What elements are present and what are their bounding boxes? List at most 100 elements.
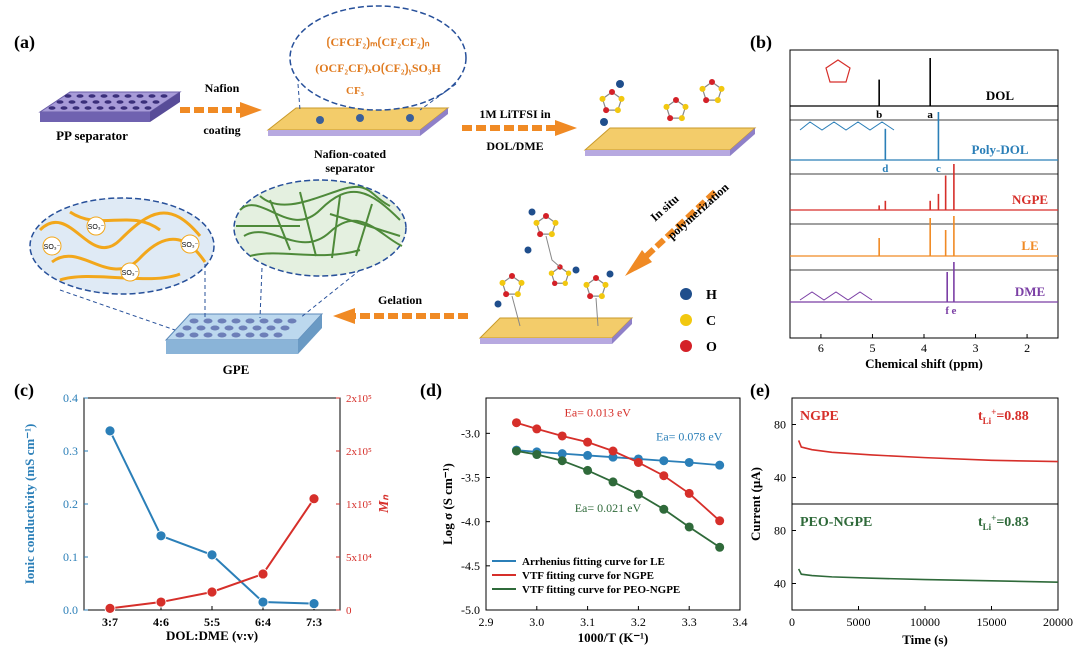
data-point (684, 488, 694, 498)
so3-label: SO₃⁻ (122, 270, 139, 277)
pp-hole (72, 106, 80, 110)
dme-structure-icon (799, 291, 873, 301)
subplot-label: NGPE (800, 409, 839, 424)
fiber-bubble-right (233, 179, 407, 319)
atom (599, 95, 606, 102)
atom (703, 97, 710, 104)
polymerization-graphic (478, 208, 634, 344)
series-label: DME (1015, 284, 1045, 299)
peak-label: b (876, 109, 882, 121)
data-point (206, 586, 218, 598)
peak-label: d (882, 163, 888, 175)
data-point (583, 437, 593, 447)
subplot-label: PEO-NGPE (800, 515, 872, 530)
atom (603, 107, 610, 114)
data-point (684, 522, 694, 532)
x-tick-label: 3.1 (580, 615, 595, 629)
atom (678, 115, 685, 122)
data-point (583, 465, 593, 475)
pp-hole (136, 94, 144, 98)
y-tick-label-right: 2x10⁵ (346, 446, 372, 458)
pp-hole (116, 100, 124, 104)
data-point (308, 493, 320, 505)
data-point (684, 457, 694, 467)
gpe-pore (231, 318, 241, 324)
pp-hole (48, 106, 56, 110)
y-tick-label-right: 2x10⁵ (346, 393, 372, 405)
legend-c-marker (680, 314, 692, 326)
data-point (557, 456, 567, 466)
pp-hole (160, 94, 168, 98)
data-point (104, 425, 116, 437)
data-point (308, 598, 320, 610)
peak-label: f (945, 305, 949, 317)
atom-legend: H C O (680, 288, 717, 355)
panel-c-label: (c) (14, 380, 34, 401)
series-line (109, 430, 315, 605)
data-point (532, 424, 542, 434)
gpe-pore (217, 318, 227, 324)
litfsi-label-2: DOL/DME (486, 139, 543, 153)
data-point (557, 431, 567, 441)
atom (663, 103, 670, 110)
gpe-pore (287, 318, 297, 324)
pp-hole (80, 100, 88, 104)
polymer-fiber (239, 191, 401, 221)
nafion-coated-separator-graphic (266, 107, 450, 136)
x-tick-label: 5000 (847, 615, 871, 629)
x-tick-label: 4 (921, 341, 927, 355)
atom (614, 107, 621, 114)
atom (699, 85, 706, 92)
gpe-slab (164, 313, 324, 354)
pp-hole (128, 100, 136, 104)
legend-label: VTF fitting curve for PEO-NGPE (522, 584, 680, 596)
x-tick-label: 3.2 (631, 615, 646, 629)
so3-label: SO₃⁻ (182, 242, 199, 249)
panel-a-label: (a) (14, 32, 35, 53)
gpe-pore (175, 332, 185, 338)
atom (552, 280, 558, 286)
gpe-pore (189, 318, 199, 324)
panel-e-label: (e) (750, 380, 770, 401)
nafion-coating-label-2: coating (203, 123, 240, 137)
so3-marker (42, 236, 62, 256)
atom (548, 270, 555, 276)
nafion-coated-label-1: Nafion-coated (314, 147, 386, 161)
x-axis-label: DOL:DME (v:v) (166, 628, 258, 643)
x-tick-label: 10000 (910, 615, 940, 629)
pp-separator-graphic (38, 91, 182, 122)
legend-o-label: O (706, 340, 717, 355)
series-label: NGPE (1012, 192, 1048, 207)
pp-hole (68, 100, 76, 104)
gpe-pore (266, 325, 276, 331)
panel-d-label: (d) (420, 380, 442, 401)
h-atom (606, 270, 614, 278)
nafion-formula-bubble: ⟮CFCF₂⟯ₘ⟮CF₂CF₂⟯ₙ (OCF₂CF)ₓO⟮CF₂⟯ᵧSO₃H C… (289, 5, 467, 111)
y-tick-label-left: 0.2 (63, 497, 78, 511)
x-tick-label: 2 (1024, 341, 1030, 355)
y-tick-label: -5.0 (461, 603, 480, 617)
x-axis-label: Chemical shift (ppm) (865, 356, 983, 371)
atom (509, 273, 515, 279)
pp-hole (56, 100, 64, 104)
data-point (715, 460, 725, 470)
y-tick-label: 40 (774, 471, 786, 485)
atom (548, 231, 555, 238)
legend-h-marker (680, 288, 692, 300)
data-point (104, 603, 116, 614)
h-atom (494, 300, 502, 308)
y-tick-label-right: 1x10⁵ (346, 499, 372, 511)
polymer-fiber (249, 249, 361, 257)
plot-frame (83, 397, 341, 611)
atom (543, 213, 549, 219)
gpe-pore (196, 325, 206, 331)
polymer-fiber (243, 219, 403, 247)
y-tick-label: -4.0 (461, 515, 480, 529)
polydol-structure-icon (799, 121, 895, 131)
x-tick-label: 20000 (1043, 615, 1073, 629)
transference-number: tLi+=0.83 (978, 513, 1029, 532)
y-tick-label-left: 0.0 (63, 603, 78, 617)
data-point (715, 542, 725, 552)
panel-b-label: (b) (750, 32, 772, 53)
legend-o-marker (680, 340, 692, 352)
